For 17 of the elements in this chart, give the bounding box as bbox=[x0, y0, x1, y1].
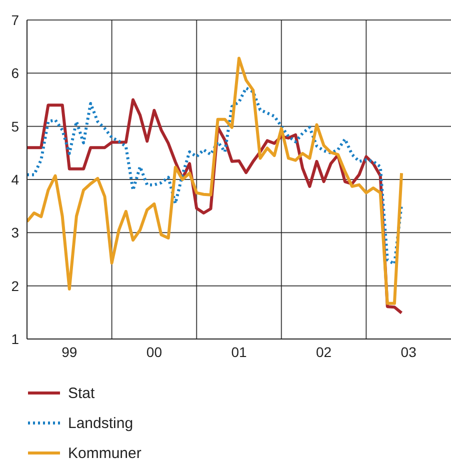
x-tick-label: 03 bbox=[400, 344, 417, 360]
x-tick-label: 01 bbox=[231, 344, 247, 360]
y-tick-label: 6 bbox=[11, 65, 20, 82]
y-tick-label: 7 bbox=[11, 12, 20, 28]
line-series bbox=[27, 86, 404, 266]
y-tick-label: 2 bbox=[11, 278, 20, 294]
x-tick-label: 99 bbox=[62, 344, 78, 360]
legend-label: Landsting bbox=[68, 414, 134, 432]
legend-label: Stat bbox=[68, 384, 95, 402]
y-tick-label: 4 bbox=[11, 171, 20, 188]
y-tick-label: 1 bbox=[11, 330, 20, 347]
x-tick-label: 00 bbox=[146, 344, 162, 360]
x-tick-label: 02 bbox=[316, 344, 332, 360]
line-series bbox=[27, 56, 404, 305]
legend-label: Kommuner bbox=[68, 444, 142, 460]
y-tick-label: 5 bbox=[11, 118, 20, 134]
y-tick-label: 3 bbox=[11, 224, 20, 241]
